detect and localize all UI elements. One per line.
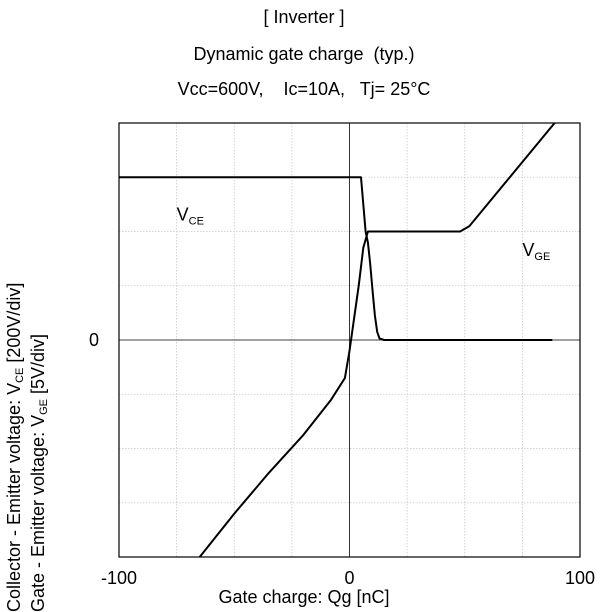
series-label-vce: VCE — [177, 205, 204, 228]
x-axis-label: Gate charge: Qg [nC] — [218, 587, 390, 607]
plot-frame — [118, 122, 581, 558]
x-tick-label: -100 — [101, 568, 137, 588]
chart-conditions: Vcc=600V, Ic=10A, Tj= 25°C — [177, 79, 431, 99]
series-line-vge — [198, 123, 556, 557]
y-axis-label-vge: Gate - Emitter voltage: VGE [5V/div] — [28, 333, 50, 612]
x-tick-label: 100 — [565, 568, 595, 588]
chart-title: [ Inverter ] — [263, 7, 345, 27]
y-tick-label: 0 — [89, 330, 99, 350]
y-axis-label-vce: Collector - Emitter voltage: VCE [200V/d… — [4, 282, 26, 612]
chart-subtitle: Dynamic gate charge (typ.) — [193, 44, 415, 64]
series-label-vge: VGE — [522, 240, 550, 263]
x-tick-label: 0 — [344, 568, 354, 588]
series-line-vce — [119, 176, 553, 341]
